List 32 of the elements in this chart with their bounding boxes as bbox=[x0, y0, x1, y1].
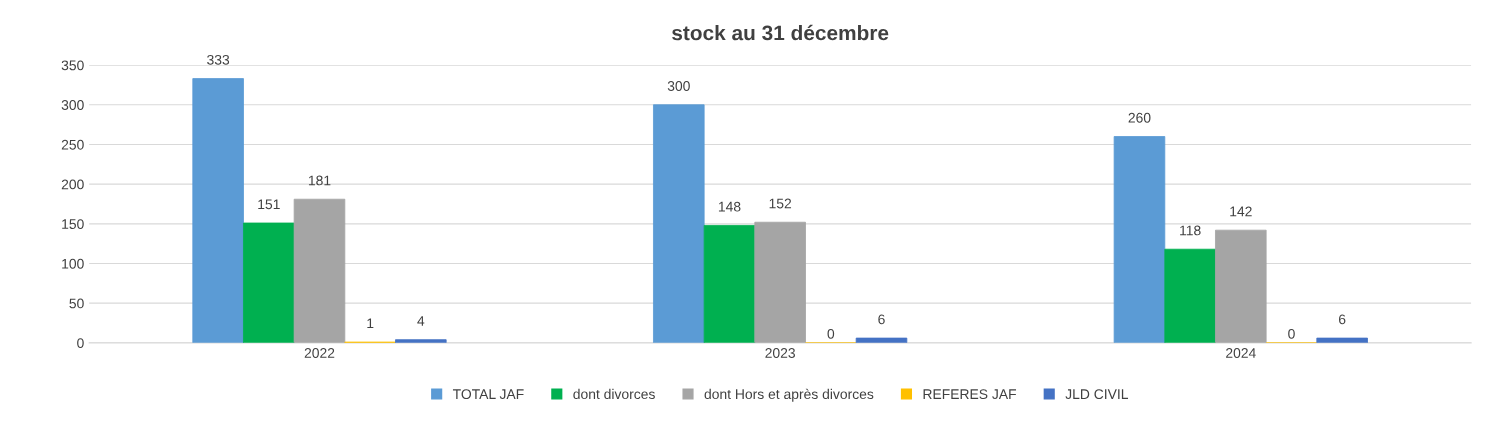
y-tick-label: 100 bbox=[62, 258, 84, 269]
data-label: 151 bbox=[258, 199, 280, 210]
data-label: 6 bbox=[1339, 314, 1346, 325]
data-label: 148 bbox=[718, 201, 741, 212]
data-label: 152 bbox=[769, 198, 792, 209]
data-label: 4 bbox=[417, 316, 425, 326]
data-label: 118 bbox=[1180, 225, 1201, 236]
data-label: 181 bbox=[308, 175, 331, 186]
y-tick-label: 150 bbox=[62, 219, 84, 229]
legend-label: dont divorces bbox=[573, 388, 655, 400]
y-tick-label: 0 bbox=[77, 338, 84, 349]
legend-label: JLD CIVIL bbox=[1065, 389, 1129, 400]
y-tick-label: 350 bbox=[61, 60, 84, 71]
legend-label: REFERES JAF bbox=[923, 389, 1017, 400]
data-label: 6 bbox=[878, 314, 885, 325]
y-tick-label: 250 bbox=[61, 139, 84, 150]
data-label: 300 bbox=[667, 81, 690, 91]
y-tick-label: 200 bbox=[61, 179, 84, 190]
x-tick-label: 2024 bbox=[1226, 348, 1256, 358]
data-label: 0 bbox=[1288, 328, 1295, 339]
chart-title: stock au 31 décembre bbox=[672, 24, 889, 41]
legend-label: dont Hors et après divorces bbox=[704, 388, 874, 402]
y-tick-label: 300 bbox=[61, 100, 84, 110]
data-label: 260 bbox=[1128, 112, 1151, 123]
legend-label: TOTAL JAF bbox=[452, 389, 524, 400]
x-tick-label: 2022 bbox=[304, 348, 335, 358]
data-label: 1 bbox=[367, 318, 374, 329]
data-label: 142 bbox=[1230, 206, 1252, 217]
x-tick-label: 2023 bbox=[765, 348, 795, 358]
data-label: 333 bbox=[207, 54, 230, 65]
y-tick-label: 50 bbox=[69, 298, 84, 309]
data-label: 0 bbox=[827, 328, 835, 339]
